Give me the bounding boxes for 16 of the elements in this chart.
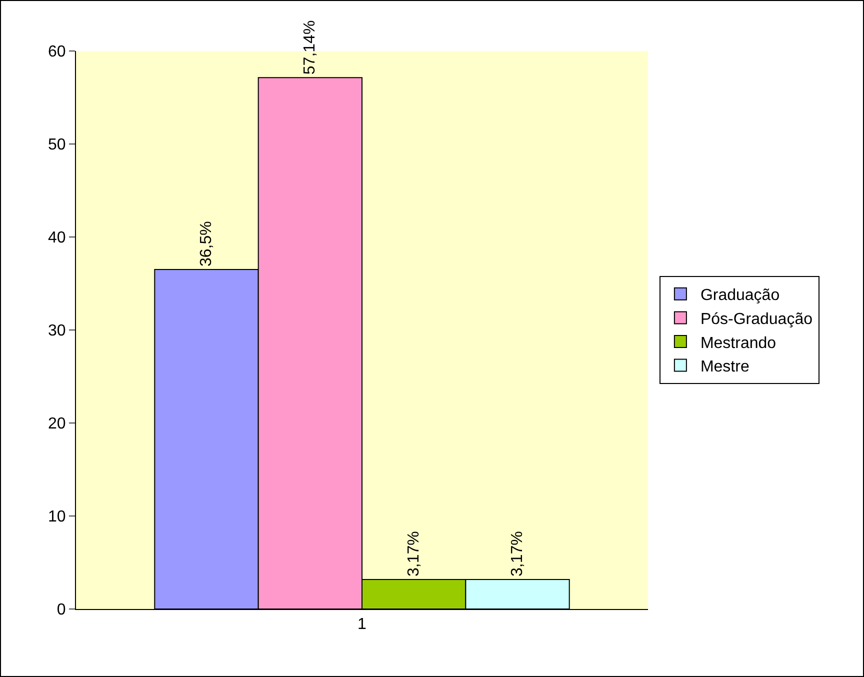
legend-label: Mestre xyxy=(700,358,750,376)
legend-label: Pós-Graduação xyxy=(700,310,813,328)
y-tick-label: 0 xyxy=(56,602,66,619)
y-tick-label: 30 xyxy=(48,322,66,340)
y-tick-label: 60 xyxy=(48,44,66,61)
data-label: 3,17% xyxy=(405,531,422,577)
legend-label: Graduação xyxy=(700,287,780,304)
legend-label: Mestrando xyxy=(700,334,776,352)
y-tick-label: 50 xyxy=(48,136,66,154)
data-label: 3,17% xyxy=(509,531,526,577)
y-tick-label: 40 xyxy=(48,230,66,247)
y-tick-label: 10 xyxy=(48,508,66,526)
data-label: 36,5% xyxy=(198,221,215,267)
data-label: 57,14% xyxy=(302,20,319,75)
y-tick-label: 20 xyxy=(48,416,66,433)
x-tick-label: 1 xyxy=(358,616,367,634)
